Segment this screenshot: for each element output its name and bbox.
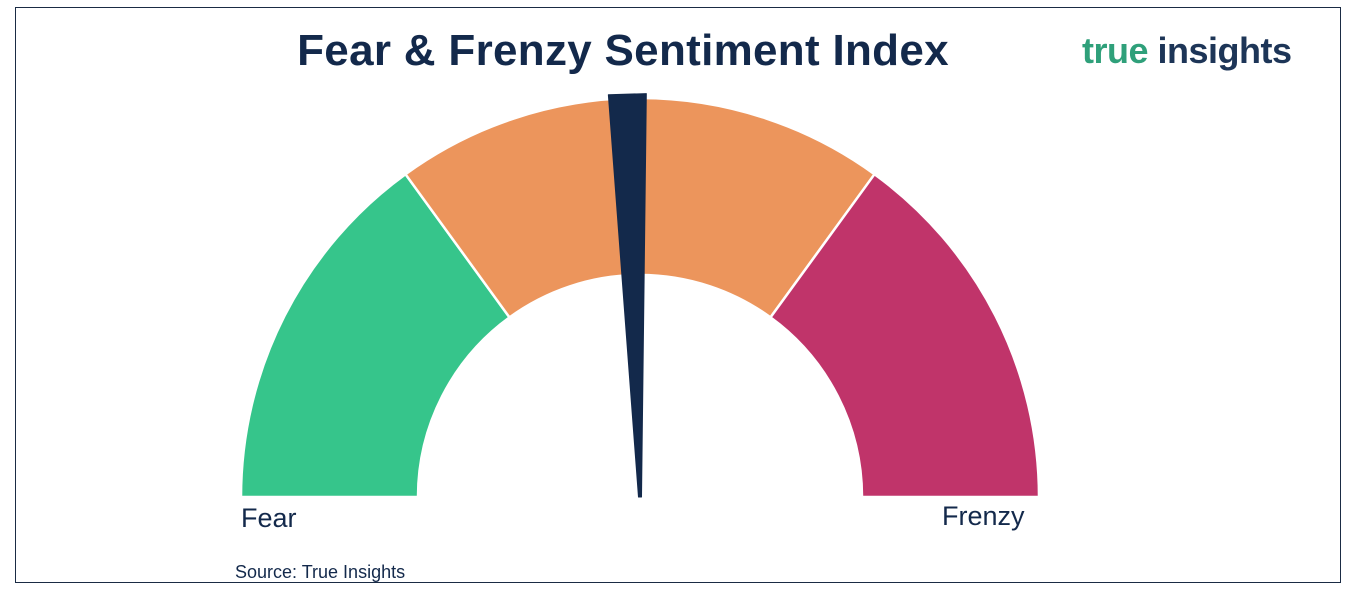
chart-title: Fear & Frenzy Sentiment Index <box>297 26 949 75</box>
gauge-needle <box>607 93 647 498</box>
gauge-band-3 <box>768 172 1041 499</box>
logo-word-true: true <box>1082 30 1149 71</box>
source-note: Source: True Insights <box>235 562 406 582</box>
gauge-min-label: Fear <box>241 503 297 533</box>
gauge-band-1 <box>239 172 512 499</box>
logo-word-insights: insights <box>1157 30 1293 71</box>
brand-logo: true insights <box>1082 30 1292 72</box>
gauge-max-label: Frenzy <box>942 501 1025 531</box>
